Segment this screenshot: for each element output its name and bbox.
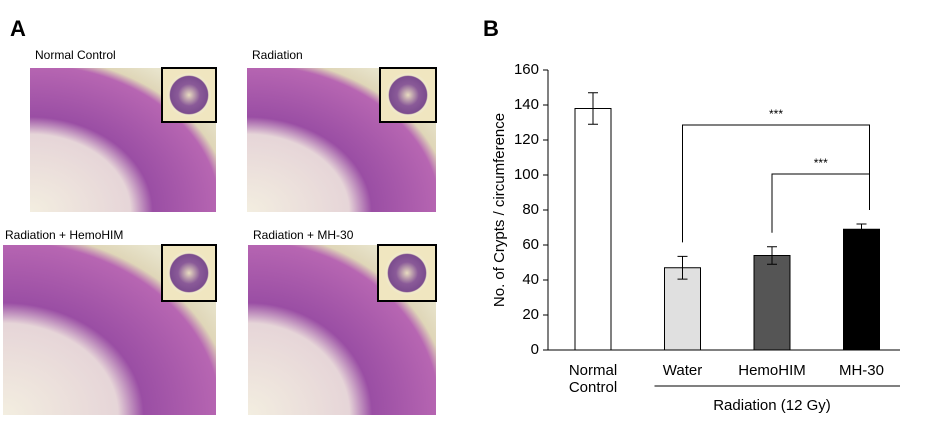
image-caption: Normal Control — [35, 48, 116, 62]
micrograph — [3, 244, 217, 415]
x-tick-label: Water — [662, 362, 703, 379]
image-caption: Radiation — [252, 48, 303, 62]
significance-bracket — [682, 124, 870, 243]
bar — [574, 108, 612, 351]
micrograph — [248, 244, 437, 415]
significance-label: *** — [814, 156, 828, 170]
panel-label: A — [10, 16, 26, 41]
image-caption: Radiation + HemoHIM — [5, 228, 123, 242]
bar — [843, 228, 880, 351]
bar — [664, 267, 701, 351]
y-tick-label: 100 — [514, 166, 539, 183]
x-tick-label: HemoHIM — [738, 362, 806, 379]
significance-label: *** — [769, 107, 783, 121]
y-tick-label: 0 — [531, 341, 539, 358]
image-caption: Radiation + MH-30 — [253, 228, 354, 242]
micrograph — [30, 67, 217, 212]
bar — [753, 255, 791, 351]
x-tick-label: Normal Control — [568, 362, 618, 396]
y-tick-label: 20 — [522, 306, 539, 323]
x-tick-label: MH-30 — [838, 362, 884, 379]
y-tick-label: 140 — [514, 96, 539, 113]
y-tick-label: 40 — [522, 271, 539, 288]
y-tick-label: 120 — [514, 131, 539, 148]
y-tick-label: 160 — [514, 61, 539, 78]
y-axis-title: No. of Crypts / circumference — [491, 113, 508, 307]
significance-bracket — [771, 173, 870, 233]
y-tick-label: 60 — [522, 236, 539, 253]
group-label: Radiation (12 Gy) — [713, 397, 831, 414]
panel-label: B — [483, 16, 499, 41]
y-tick-label: 80 — [522, 201, 539, 218]
micrograph — [247, 67, 437, 212]
